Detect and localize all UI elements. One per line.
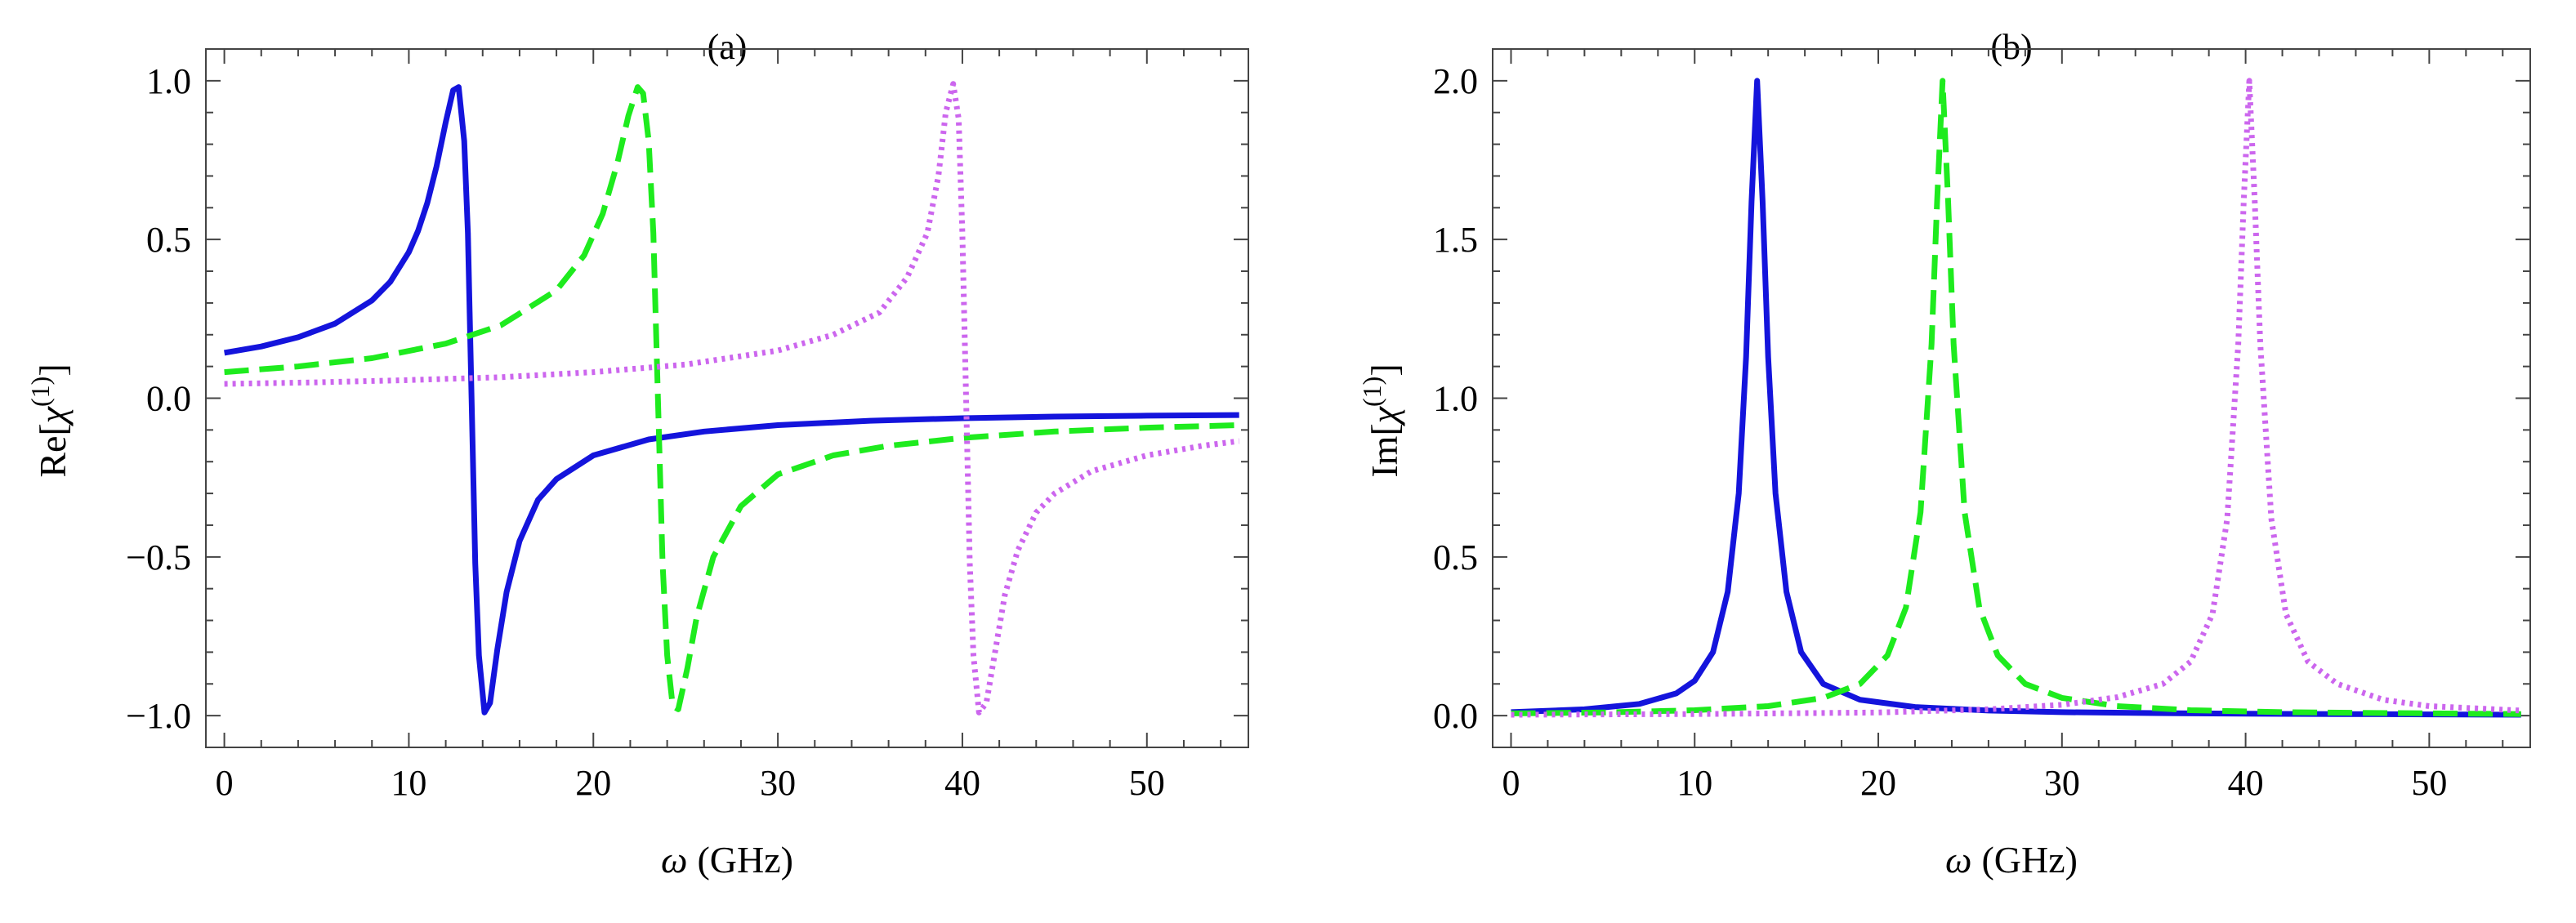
panel-b-series-absorption-13.4GHz — [1511, 78, 2521, 718]
panel-b-series-absorption-40.2GHz — [1511, 78, 2521, 718]
panel-a-series-resonance-13.4GHz — [224, 84, 1239, 716]
panel-a-y-tick-label: 1.0 — [146, 61, 191, 101]
panel-a-x-tick-label: 30 — [760, 763, 796, 803]
panel-a-x-tick-label: 20 — [575, 763, 611, 803]
panel-b-x-tick-label: 30 — [2044, 763, 2080, 803]
panel-a-x-tick-label: 10 — [391, 763, 426, 803]
panel-a-x-axis-label: ω (GHz) — [661, 839, 793, 881]
panel-b-x-tick-label: 20 — [1860, 763, 1896, 803]
panel-b-x-tick-label: 40 — [2228, 763, 2264, 803]
panel-b: (b) 0 10 20 30 40 50 0.0 0.5 1.0 1.5 2.0 ω (GHz) Im… — [1357, 27, 2531, 881]
panel-b-plot-frame — [1492, 48, 2531, 748]
panel-a-label: (a) — [708, 27, 748, 67]
panel-b-y-tick-label: 1.5 — [1433, 220, 1478, 260]
panel-a-y-tick-label: 0.5 — [146, 220, 191, 260]
panel-a: (a) 0 10 20 30 40 50−1.0−0.50.00.51.0 ω (GHz) … — [25, 27, 1249, 881]
panel-a-series-resonance-23.5GHz — [224, 84, 1239, 712]
panel-b-y-axis-label: Im[χ(1)] — [1357, 363, 1405, 477]
panel-a-axes: 0 10 20 30 40 50 −1.0 −0.5 0.0 0.5 1.0 — [126, 48, 1249, 803]
panel-b-x-tick-label: 0 — [1502, 763, 1520, 803]
panel-b-y-tick-label: 0.5 — [1433, 537, 1478, 577]
panel-a-y-axis-label: Re[χ(1)] — [25, 363, 74, 477]
panel-b-x-tick-label: 50 — [2411, 763, 2447, 803]
panel-a-y-tick-label: −1.0 — [126, 696, 191, 736]
panel-b-axes: 0 10 20 30 40 50 0.0 0.5 1.0 1.5 2.0 — [1433, 48, 2531, 803]
panel-b-x-tick-label: 10 — [1676, 763, 1712, 803]
panel-a-x-tick-label: 0 — [216, 763, 234, 803]
panel-b-y-tick-label: 0.0 — [1433, 696, 1478, 736]
panel-a-x-tick-label: 50 — [1129, 763, 1165, 803]
panel-b-label: (b) — [1990, 27, 2032, 67]
panel-a-y-tick-label: 0.0 — [146, 379, 191, 419]
panel-b-y-tick-label: 2.0 — [1433, 61, 1478, 101]
panel-a-y-tick-label: −0.5 — [126, 537, 191, 577]
panel-b-y-tick-label: 1.0 — [1433, 379, 1478, 419]
panel-a-series-resonance-40.2GHz — [224, 81, 1240, 716]
panel-a-x-tick-label: 40 — [944, 763, 980, 803]
panel-b-series-absorption-23.5GHz — [1511, 78, 2521, 717]
panel-a-plot-frame — [205, 48, 1249, 748]
panel-b-x-axis-label: ω (GHz) — [1945, 839, 2078, 881]
